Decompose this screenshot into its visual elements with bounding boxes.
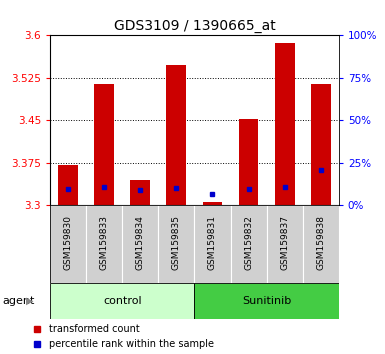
Bar — [50, 205, 86, 283]
Bar — [58, 165, 78, 205]
Bar — [266, 205, 303, 283]
Bar — [158, 205, 194, 283]
Text: agent: agent — [2, 296, 34, 306]
Text: GSM159837: GSM159837 — [280, 215, 289, 270]
Bar — [231, 205, 266, 283]
Bar — [122, 205, 158, 283]
Bar — [131, 180, 150, 205]
Bar — [239, 119, 258, 205]
Text: GSM159834: GSM159834 — [136, 215, 145, 270]
Bar — [203, 202, 223, 205]
Bar — [275, 43, 295, 205]
Bar — [86, 205, 122, 283]
Text: Sunitinib: Sunitinib — [242, 296, 291, 306]
Text: percentile rank within the sample: percentile rank within the sample — [49, 339, 214, 349]
Bar — [94, 84, 114, 205]
Text: GSM159832: GSM159832 — [244, 215, 253, 270]
Text: GSM159833: GSM159833 — [100, 215, 109, 270]
Text: GSM159838: GSM159838 — [316, 215, 325, 270]
Bar — [166, 65, 186, 205]
Bar — [194, 283, 339, 319]
Text: ▶: ▶ — [26, 296, 33, 306]
Bar — [194, 205, 231, 283]
Text: GSM159830: GSM159830 — [64, 215, 73, 270]
Text: GSM159835: GSM159835 — [172, 215, 181, 270]
Text: transformed count: transformed count — [49, 324, 140, 333]
Bar — [50, 283, 194, 319]
Bar — [311, 84, 331, 205]
Text: control: control — [103, 296, 142, 306]
Text: GSM159831: GSM159831 — [208, 215, 217, 270]
Title: GDS3109 / 1390665_at: GDS3109 / 1390665_at — [114, 19, 275, 33]
Bar — [303, 205, 339, 283]
